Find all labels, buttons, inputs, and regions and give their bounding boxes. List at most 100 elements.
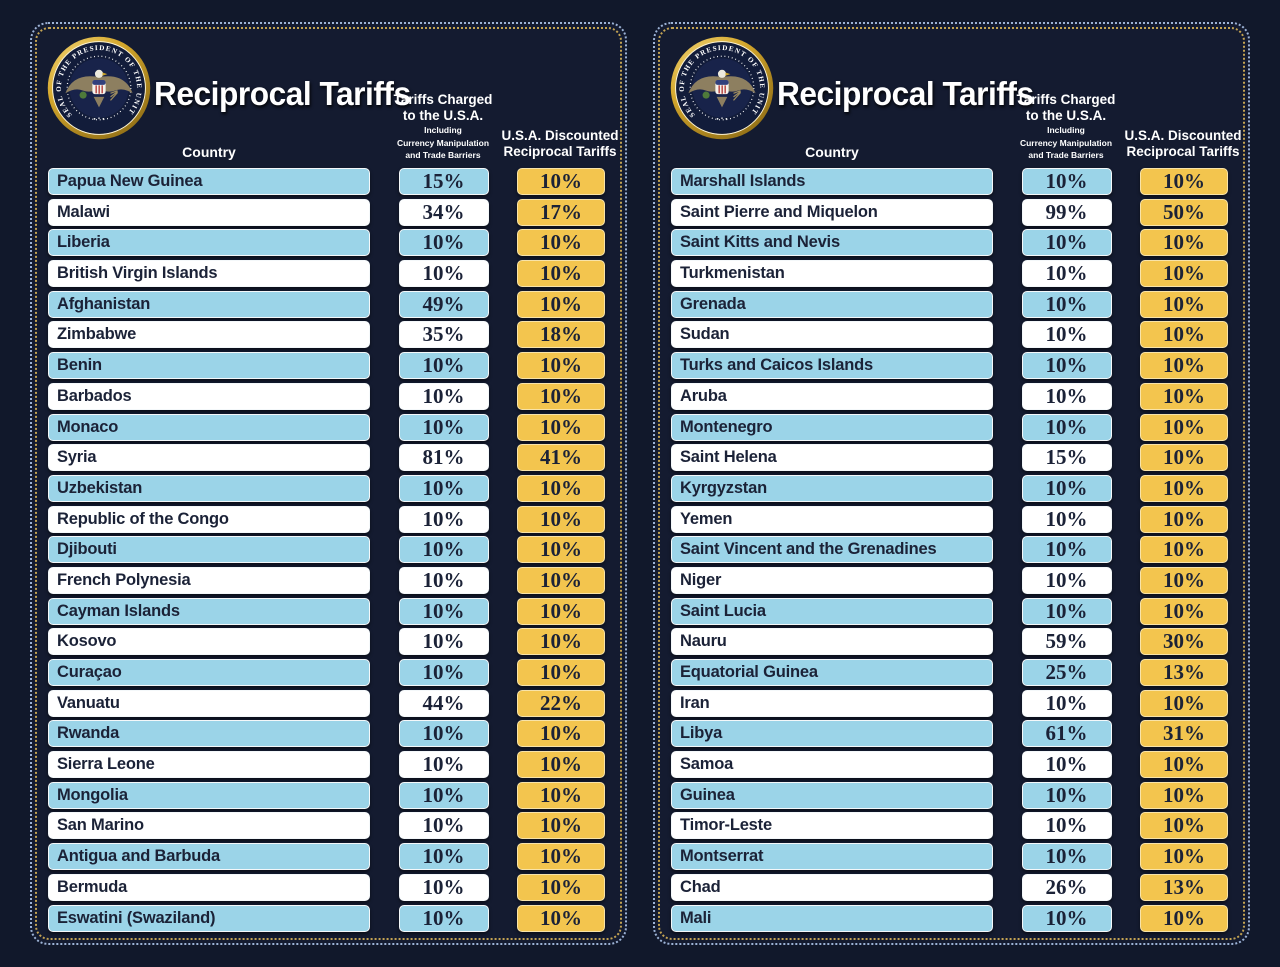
charged-tariff-cell: 15% (1021, 444, 1112, 472)
charged-tariff-cell: 10% (398, 812, 489, 840)
country-cell: Yemen (671, 505, 993, 533)
table-row: Liberia 10% 10% (48, 229, 605, 257)
table-row: Djibouti 10% 10% (48, 536, 605, 564)
country-cell: Monaco (48, 413, 370, 441)
table-row: Saint Helena 15% 10% (671, 444, 1228, 472)
discounted-tariff-cell: 10% (517, 536, 605, 564)
discounted-tariff-cell: 10% (517, 873, 605, 901)
table-row: Montenegro 10% 10% (671, 413, 1228, 441)
discounted-tariff-cell: 10% (517, 566, 605, 594)
table-row: British Virgin Islands 10% 10% (48, 260, 605, 288)
charged-tariff-cell: 10% (398, 720, 489, 748)
country-cell: Benin (48, 352, 370, 380)
table-row: Montserrat 10% 10% (671, 843, 1228, 871)
charged-tariff-cell: 10% (1021, 413, 1112, 441)
country-cell: Saint Kitts and Nevis (671, 229, 993, 257)
table-row: Mongolia 10% 10% (48, 781, 605, 809)
charged-tariff-cell: 10% (398, 659, 489, 686)
country-cell: French Polynesia (48, 566, 370, 594)
country-cell: Curaçao (48, 659, 370, 686)
charged-tariff-cell: 10% (398, 566, 489, 594)
table-row: Libya 61% 31% (671, 720, 1228, 748)
table-row: Niger 10% 10% (671, 566, 1228, 594)
charged-tariff-cell: 10% (398, 474, 489, 502)
discounted-tariff-cell: 10% (517, 168, 605, 195)
discounted-tariff-cell: 10% (1140, 352, 1228, 380)
charged-tariff-cell: 25% (1021, 659, 1112, 686)
table-row: Rwanda 10% 10% (48, 720, 605, 748)
discounted-tariff-cell: 10% (1140, 751, 1228, 779)
country-cell: Liberia (48, 229, 370, 257)
column-header-tariffs-charged: Tariffs Charged to the U.S.A. Including … (393, 91, 493, 160)
table-row: Papua New Guinea 15% 10% (48, 168, 605, 195)
country-cell: Eswatini (Swaziland) (48, 904, 370, 932)
column-header-country: Country (182, 144, 236, 160)
discounted-tariff-cell: 50% (1140, 198, 1228, 226)
charged-tariff-cell: 10% (398, 413, 489, 441)
country-cell: Sudan (671, 321, 993, 349)
discounted-tariff-cell: 10% (517, 659, 605, 686)
column-header-tariffs-charged: Tariffs Charged to the U.S.A. Including … (1016, 91, 1116, 160)
country-cell: Samoa (671, 751, 993, 779)
discounted-tariff-cell: 10% (517, 474, 605, 502)
table-row: Sierra Leone 10% 10% (48, 751, 605, 779)
discounted-tariff-cell: 10% (1140, 812, 1228, 840)
discounted-tariff-cell: 10% (517, 352, 605, 380)
country-cell: Sierra Leone (48, 751, 370, 779)
discounted-tariff-cell: 10% (1140, 474, 1228, 502)
table-row: Kyrgyzstan 10% 10% (671, 474, 1228, 502)
charged-tariff-cell: 10% (398, 628, 489, 656)
charged-tariff-cell: 10% (1021, 321, 1112, 349)
country-cell: Libya (671, 720, 993, 748)
charged-tariff-cell: 10% (1021, 566, 1112, 594)
discounted-tariff-cell: 31% (1140, 720, 1228, 748)
charged-tariff-cell: 10% (398, 260, 489, 288)
table-row: Samoa 10% 10% (671, 751, 1228, 779)
table-row: Monaco 10% 10% (48, 413, 605, 441)
country-cell: Turks and Caicos Islands (671, 352, 993, 380)
country-cell: Syria (48, 444, 370, 472)
discounted-tariff-cell: 10% (517, 382, 605, 410)
country-cell: San Marino (48, 812, 370, 840)
charged-tariff-cell: 10% (398, 536, 489, 564)
column-header-country: Country (805, 144, 859, 160)
country-cell: Saint Helena (671, 444, 993, 472)
table-row: Turkmenistan 10% 10% (671, 260, 1228, 288)
table-row: Mali 10% 10% (671, 904, 1228, 932)
charged-tariff-cell: 10% (398, 229, 489, 257)
charged-tariff-cell: 10% (1021, 843, 1112, 871)
country-cell: Afghanistan (48, 290, 370, 318)
table-row: Grenada 10% 10% (671, 290, 1228, 318)
discounted-tariff-cell: 10% (1140, 904, 1228, 932)
discounted-tariff-cell: 10% (517, 413, 605, 441)
country-cell: Uzbekistan (48, 474, 370, 502)
country-cell: Equatorial Guinea (671, 659, 993, 686)
table-row: Barbados 10% 10% (48, 382, 605, 410)
table-row: Saint Pierre and Miquelon 99% 50% (671, 198, 1228, 226)
table-row: Timor-Leste 10% 10% (671, 812, 1228, 840)
country-cell: Guinea (671, 781, 993, 809)
discounted-tariff-cell: 10% (1140, 444, 1228, 472)
table-row: Uzbekistan 10% 10% (48, 474, 605, 502)
country-cell: Mali (671, 904, 993, 932)
table-row: Iran 10% 10% (671, 689, 1228, 717)
country-cell: Kyrgyzstan (671, 474, 993, 502)
table-row: French Polynesia 10% 10% (48, 566, 605, 594)
charged-tariff-cell: 10% (1021, 812, 1112, 840)
country-cell: Niger (671, 566, 993, 594)
table-row: Saint Kitts and Nevis 10% 10% (671, 229, 1228, 257)
discounted-tariff-cell: 13% (1140, 659, 1228, 686)
table-row: Bermuda 10% 10% (48, 873, 605, 901)
table-row: Yemen 10% 10% (671, 505, 1228, 533)
country-cell: Saint Vincent and the Grenadines (671, 536, 993, 564)
table-row: Saint Lucia 10% 10% (671, 597, 1228, 625)
page-title: Reciprocal Tariffs (777, 75, 1034, 112)
discounted-tariff-cell: 10% (517, 720, 605, 748)
charged-tariff-cell: 26% (1021, 873, 1112, 901)
charged-tariff-cell: 10% (1021, 168, 1112, 195)
table-row: Malawi 34% 17% (48, 198, 605, 226)
discounted-tariff-cell: 41% (517, 444, 605, 472)
table-row: Afghanistan 49% 10% (48, 290, 605, 318)
discounted-tariff-cell: 10% (517, 904, 605, 932)
tariff-board: Reciprocal Tariffs Country Tariffs Charg… (30, 22, 1250, 945)
